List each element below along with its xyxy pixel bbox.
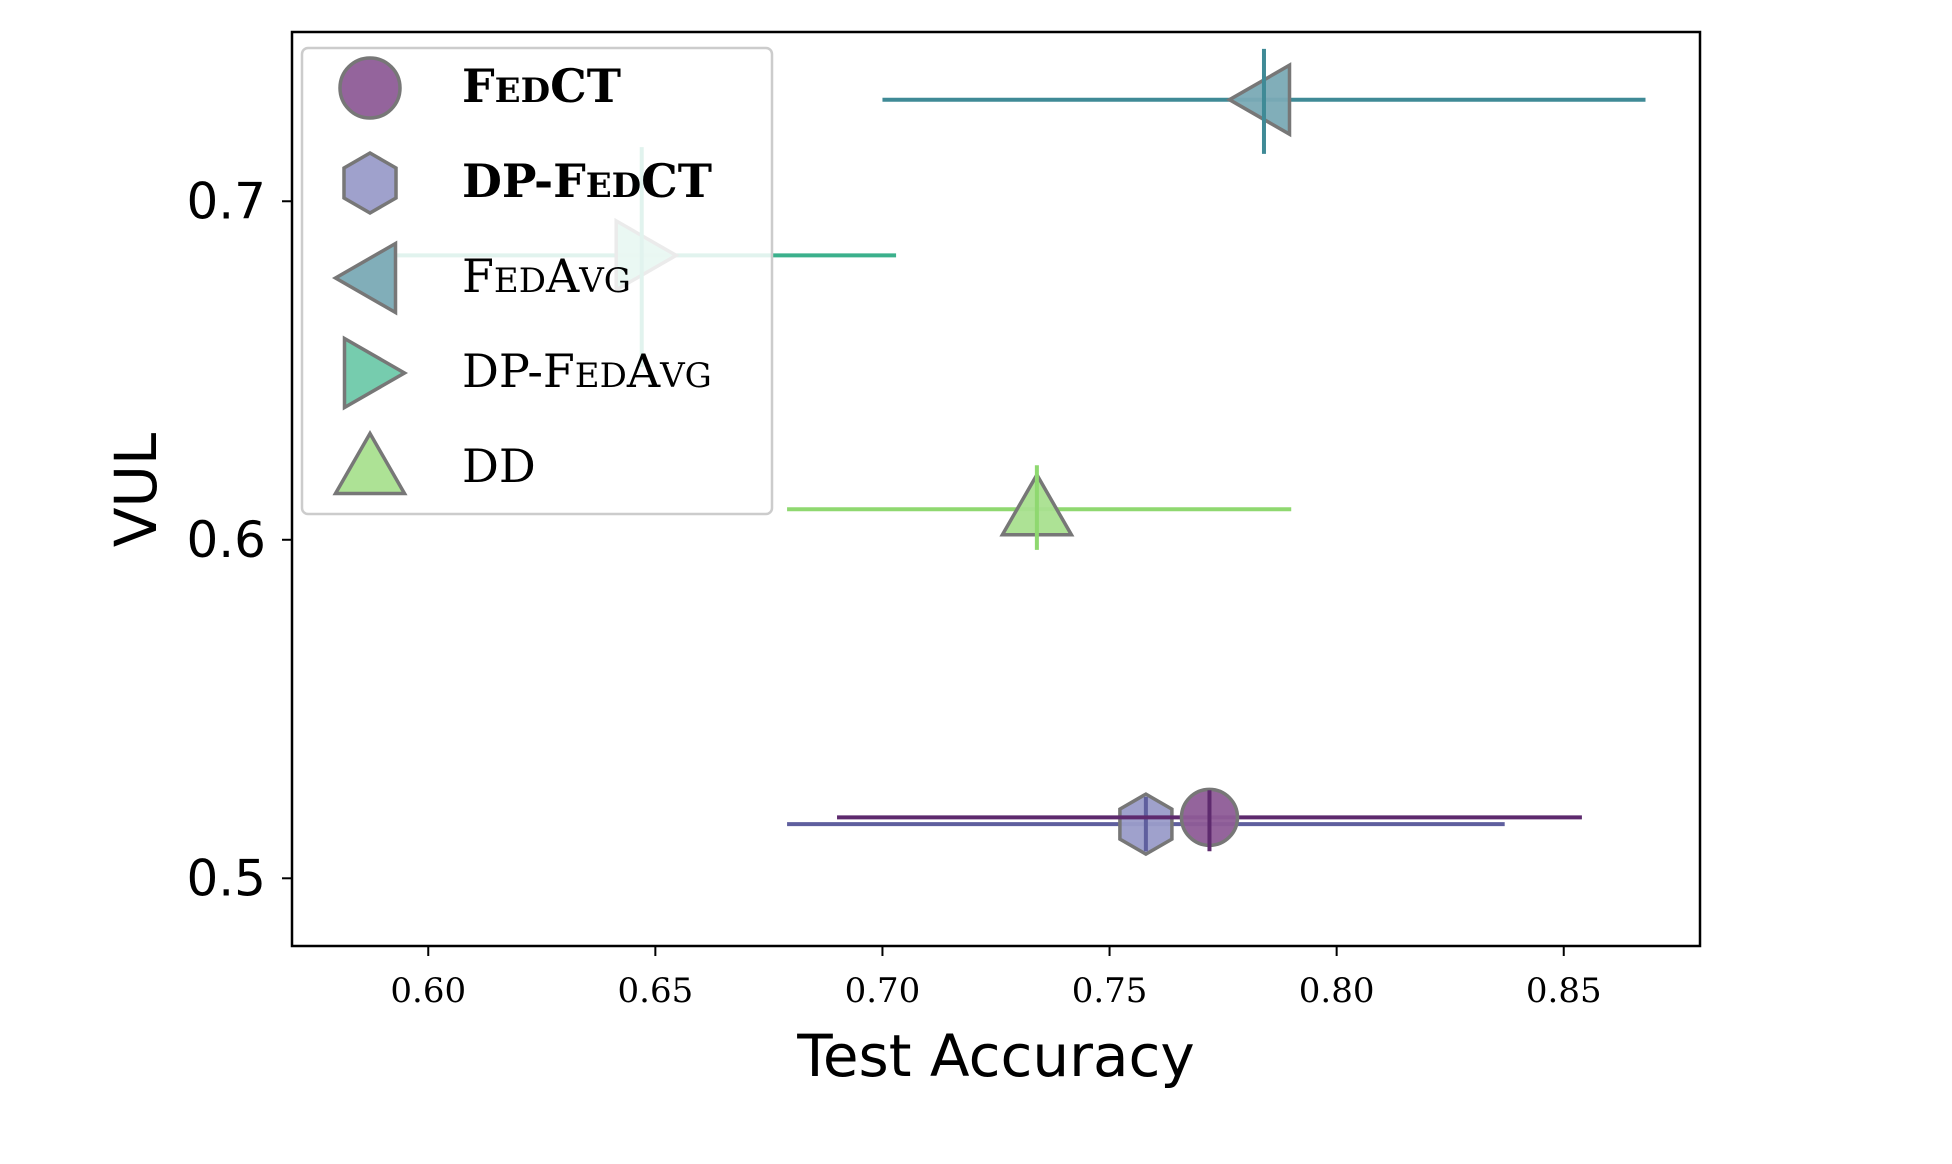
x-tick-label: 0.65 <box>618 971 694 1011</box>
x-axis-label: Test Accuracy <box>796 1022 1194 1090</box>
series-dp-fedct <box>787 792 1505 857</box>
legend-box <box>300 46 774 516</box>
legend-item: FEDCT <box>338 56 621 120</box>
x-tick-label: 0.85 <box>1526 971 1602 1011</box>
series-fedavg <box>882 48 1646 154</box>
y-axis-label: VUL <box>102 433 170 547</box>
legend-label: FEDCT <box>462 59 621 113</box>
plot-frame <box>290 30 1702 948</box>
legend-marker <box>342 335 409 411</box>
legend-marker <box>338 56 402 120</box>
legend-item: DP-FEDAVG <box>342 335 712 411</box>
legend-item: DP-FEDCT <box>342 150 712 216</box>
legend-label: FEDAVG <box>462 249 631 303</box>
legend-item: FEDAVG <box>331 240 631 316</box>
x-tick-label: 0.80 <box>1299 971 1375 1011</box>
legend-marker <box>331 240 398 316</box>
y-tick-label: 0.7 <box>186 172 266 230</box>
x-tick-label: 0.75 <box>1072 971 1148 1011</box>
legend-label: DD <box>462 439 536 493</box>
legend-label: DP-FEDCT <box>462 154 712 208</box>
legend-label: DP-FEDAVG <box>462 344 712 398</box>
x-axis: 0.60 0.65 0.70 0.75 0.80 0.85 <box>390 946 1602 1011</box>
legend: FEDCT DP-FEDCT FEDAVG DP-FEDAVG DD <box>300 46 774 516</box>
x-tick-label: 0.60 <box>390 971 466 1011</box>
legend-marker <box>342 150 398 216</box>
legend-marker <box>332 429 408 496</box>
legend-item: DD <box>332 429 536 496</box>
x-tick-label: 0.70 <box>845 971 921 1011</box>
series-dd <box>787 465 1292 550</box>
y-tick-label: 0.5 <box>186 849 266 907</box>
y-tick-label: 0.6 <box>186 511 266 569</box>
series-fedct <box>837 787 1582 852</box>
data-point <box>1225 62 1292 138</box>
y-axis: 0.5 0.6 0.7 <box>186 172 292 907</box>
